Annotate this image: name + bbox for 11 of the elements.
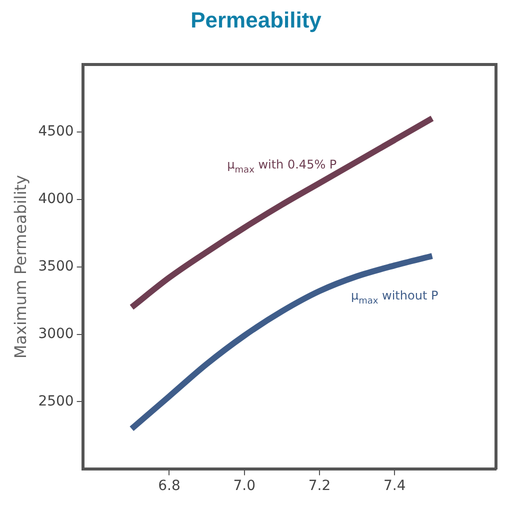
x-tick-label: 7.0 xyxy=(233,478,256,494)
y-tick-label: 3500 xyxy=(38,258,74,274)
x-tick-label: 6.8 xyxy=(158,478,180,494)
y-tick-label: 3000 xyxy=(38,326,74,342)
chart-title: Permeability xyxy=(190,7,322,32)
x-tick-label: 7.4 xyxy=(383,478,406,494)
y-tick-label: 4500 xyxy=(38,124,74,140)
x-tick-label: 7.2 xyxy=(308,478,331,494)
y-axis-title: Maximum Permeability xyxy=(10,174,30,359)
y-tick-label: 2500 xyxy=(38,393,74,410)
y-tick-label: 4000 xyxy=(38,190,74,207)
